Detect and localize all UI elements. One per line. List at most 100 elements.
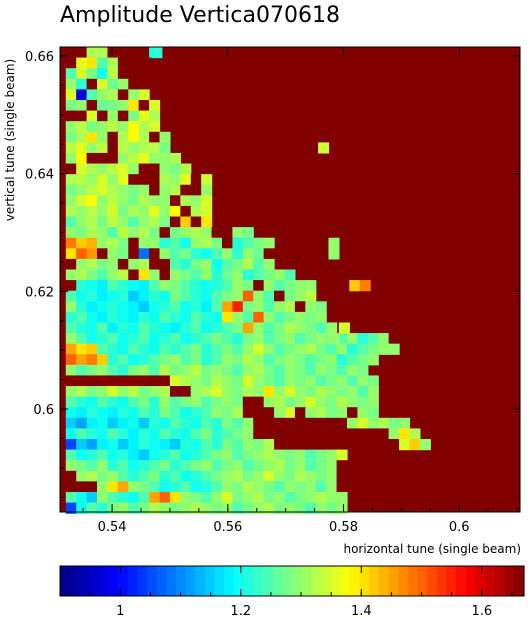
heatmap-cell: [86, 322, 98, 334]
heatmap-cell: [232, 290, 244, 302]
heatmap-cell: [315, 407, 327, 419]
heatmap-cell: [294, 491, 306, 504]
heatmap-cell: [222, 417, 234, 430]
heatmap-cell: [242, 428, 254, 440]
heatmap-cell: [326, 439, 338, 451]
heatmap-cell: [201, 280, 213, 292]
heatmap-cell: [242, 502, 254, 514]
heatmap-cell: [242, 248, 254, 260]
heatmap-cell: [190, 354, 202, 366]
heatmap-cell: [117, 131, 129, 143]
heatmap-cell: [326, 386, 338, 398]
heatmap-cell: [159, 333, 171, 345]
heatmap-cell: [201, 396, 213, 408]
heatmap-cell: [294, 333, 306, 345]
heatmap-cell: [76, 269, 88, 281]
colorbar-step: [456, 566, 467, 596]
heatmap-cell: [190, 428, 202, 440]
heatmap-cell: [253, 502, 265, 514]
heatmap-cell: [76, 439, 88, 451]
heatmap-cell: [107, 269, 119, 281]
heatmap-cell: [367, 386, 379, 398]
heatmap-cell: [232, 343, 244, 355]
heatmap-cell: [117, 470, 129, 482]
colorbar-tick-label: 1.2: [230, 604, 251, 618]
heatmap-cell: [65, 152, 77, 165]
heatmap-cell: [159, 396, 171, 408]
heatmap-cell: [128, 174, 140, 186]
heatmap-cell: [76, 290, 88, 302]
heatmap-cell: [169, 237, 181, 249]
heatmap-cell: [65, 333, 77, 345]
heatmap-cell: [169, 470, 181, 482]
heatmap-cell: [294, 502, 306, 514]
heatmap-cell: [117, 322, 129, 334]
heatmap-cell: [367, 375, 379, 387]
heatmap-cell: [222, 280, 234, 292]
heatmap-cell: [86, 184, 98, 196]
heatmap-cell: [242, 396, 254, 408]
heatmap-cell: [117, 47, 129, 59]
heatmap-cell: [169, 174, 181, 186]
heatmap-cell: [190, 237, 202, 249]
heatmap-cell: [65, 396, 77, 408]
heatmap-cell: [128, 417, 140, 430]
heatmap-cell: [76, 248, 88, 260]
heatmap-cell: [253, 491, 265, 504]
heatmap-cell: [326, 343, 338, 355]
heatmap-cell: [201, 491, 213, 504]
heatmap-cell: [190, 322, 202, 334]
heatmap-cell: [242, 354, 254, 366]
heatmap-cell: [86, 78, 98, 90]
heatmap-cell: [65, 407, 77, 419]
colorbar-tick-label: 1.6: [471, 604, 492, 618]
heatmap-cell: [149, 354, 161, 366]
heatmap-cell: [138, 407, 150, 419]
heatmap-cell: [305, 460, 317, 472]
heatmap-cell: [97, 439, 109, 451]
heatmap-cell: [305, 280, 317, 292]
heatmap-cell: [284, 481, 296, 493]
heatmap-cell: [128, 237, 140, 249]
heatmap-cell: [201, 481, 213, 493]
heatmap-cell: [149, 57, 161, 69]
heatmap-cell: [86, 248, 98, 260]
heatmap-cell: [86, 449, 98, 461]
heatmap-cell: [117, 152, 129, 165]
heatmap-cell: [138, 195, 150, 207]
heatmap-cell: [338, 322, 350, 334]
heatmap-cell: [222, 333, 234, 345]
heatmap-cell: [117, 248, 129, 260]
colorbar-step: [243, 566, 254, 596]
heatmap-cell: [336, 502, 348, 514]
heatmap-cell: [97, 481, 109, 493]
y-tick-label: 0.64: [25, 168, 54, 183]
heatmap-cell: [159, 428, 171, 440]
heatmap-cell: [357, 333, 369, 345]
heatmap-cell: [128, 460, 140, 472]
heatmap-cell: [97, 396, 109, 408]
heatmap-cell: [253, 417, 265, 430]
heatmap-cell: [274, 301, 286, 313]
heatmap-cell: [86, 290, 98, 302]
heatmap-cell: [294, 354, 306, 366]
heatmap-cell: [65, 491, 77, 504]
heatmap-cell: [117, 205, 129, 218]
heatmap-cell: [315, 470, 327, 482]
heatmap-cell: [107, 47, 119, 59]
heatmap-cell: [326, 354, 338, 366]
heatmap-cell: [97, 47, 109, 59]
heatmap-cell: [86, 375, 98, 387]
heatmap-cell: [107, 258, 119, 271]
heatmap-cell: [128, 364, 140, 377]
heatmap-cell: [346, 439, 359, 451]
heatmap-cell: [107, 354, 119, 366]
heatmap-cell: [294, 343, 306, 355]
heatmap-cell: [169, 386, 181, 398]
heatmap-cell: [190, 205, 202, 218]
colorbar-step: [98, 566, 109, 596]
heatmap-cell: [128, 502, 140, 514]
heatmap-cell: [357, 364, 369, 377]
heatmap-cell: [328, 333, 340, 345]
heatmap-cell: [65, 502, 77, 514]
